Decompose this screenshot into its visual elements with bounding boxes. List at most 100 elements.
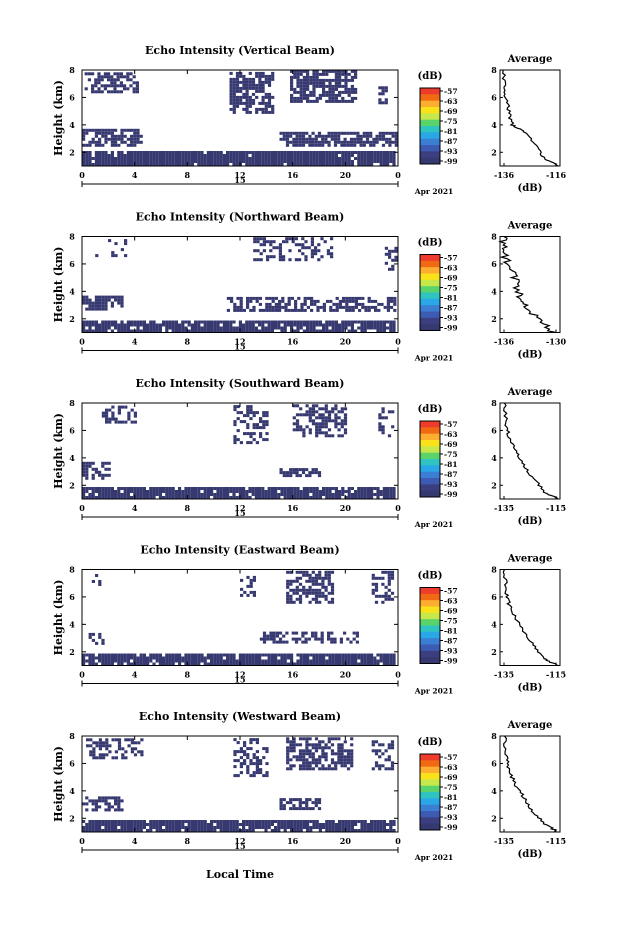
- echo-cell: [232, 659, 236, 663]
- echo-cell: [213, 656, 217, 660]
- echo-cell: [389, 653, 393, 657]
- echo-cell: [233, 423, 237, 427]
- echo-cell: [323, 240, 327, 244]
- echo-cell: [312, 160, 316, 163]
- echo-cell: [282, 807, 286, 811]
- echo-cell: [317, 801, 322, 805]
- x-tick-label: 16: [287, 836, 299, 846]
- echo-cell: [317, 258, 321, 262]
- echo-cell: [347, 78, 351, 82]
- echo-cell: [348, 308, 352, 312]
- echo-cell: [91, 476, 95, 480]
- echo-cell: [382, 490, 386, 493]
- echo-cell: [286, 746, 290, 750]
- echo-cell: [168, 487, 172, 490]
- echo-cell: [341, 329, 345, 333]
- echo-cell: [299, 326, 303, 330]
- echo-cell: [295, 579, 299, 583]
- echo-cell: [308, 140, 312, 144]
- echo-cell: [108, 744, 112, 748]
- echo-cell: [315, 425, 319, 429]
- y-axis-label: Height (km): [52, 247, 65, 323]
- echo-cell: [322, 308, 326, 312]
- echo-cell: [101, 320, 105, 324]
- echo-cell: [206, 160, 210, 163]
- echo-cell: [249, 432, 253, 436]
- echo-cell: [308, 579, 312, 583]
- echo-cell: [272, 240, 276, 244]
- echo-cell: [370, 490, 374, 493]
- echo-cell: [259, 771, 263, 775]
- echo-cell: [305, 801, 309, 805]
- echo-cell: [357, 326, 361, 330]
- echo-cell: [340, 425, 344, 429]
- echo-cell: [239, 74, 243, 78]
- echo-cell: [357, 157, 361, 160]
- echo-cell: [267, 329, 271, 333]
- echo-cell: [206, 163, 210, 166]
- echo-cell: [308, 413, 312, 417]
- echo-cell: [351, 308, 355, 312]
- average-title: Average: [507, 54, 553, 65]
- echo-cell: [318, 576, 322, 580]
- echo-cell: [117, 741, 122, 745]
- echo-cell: [274, 302, 278, 306]
- echo-cell: [120, 808, 124, 812]
- echo-cell: [360, 662, 364, 666]
- echo-cell: [155, 823, 159, 826]
- echo-cell: [354, 96, 358, 100]
- colorbar-swatch: [420, 600, 440, 607]
- echo-cell: [366, 662, 370, 666]
- echo-cell: [229, 83, 233, 87]
- echo-cell: [305, 746, 309, 750]
- day-label: 15: [234, 175, 245, 185]
- echo-cell: [386, 157, 390, 160]
- echo-cell: [146, 163, 150, 166]
- echo-cell: [379, 656, 383, 660]
- echo-cell: [328, 829, 332, 832]
- echo-cell: [135, 84, 139, 88]
- echo-cell: [136, 163, 140, 166]
- echo-cell: [110, 128, 114, 132]
- echo-cell: [200, 154, 204, 157]
- echo-cell: [249, 299, 253, 303]
- echo-cell: [132, 75, 136, 79]
- echo-cell: [374, 600, 379, 604]
- echo-cell: [242, 323, 246, 327]
- echo-cell: [254, 490, 258, 493]
- echo-cell: [293, 69, 297, 73]
- echo-cell: [370, 160, 374, 163]
- echo-cell: [264, 151, 268, 154]
- echo-cell: [321, 140, 325, 144]
- echo-cell: [382, 659, 386, 663]
- echo-cell: [107, 820, 111, 823]
- echo-cell: [386, 662, 390, 666]
- echo-cell: [274, 659, 278, 663]
- echo-cell: [344, 320, 348, 324]
- echo-cell: [120, 163, 124, 166]
- echo-cell: [190, 496, 194, 499]
- echo-cell: [331, 410, 335, 414]
- echo-cell: [136, 134, 140, 138]
- echo-cell: [146, 662, 150, 666]
- echo-cell: [174, 326, 178, 330]
- echo-cell: [378, 413, 382, 417]
- average-y-tick-label: 2: [491, 647, 497, 657]
- echo-cell: [200, 160, 204, 163]
- echo-cell: [136, 656, 140, 660]
- echo-cell: [130, 662, 134, 666]
- echo-cell: [341, 163, 345, 166]
- echo-cell: [242, 160, 246, 163]
- echo-cell: [337, 140, 341, 144]
- echo-cell: [146, 659, 150, 663]
- echo-cell: [308, 134, 312, 138]
- echo-cell: [135, 87, 139, 91]
- echo-cell: [386, 163, 390, 166]
- echo-cell: [97, 75, 101, 79]
- echo-cell: [123, 493, 127, 496]
- echo-cell: [348, 305, 352, 309]
- echo-cell: [232, 493, 236, 496]
- echo-cell: [322, 826, 326, 829]
- echo-cell: [286, 755, 290, 759]
- echo-cell: [140, 750, 144, 754]
